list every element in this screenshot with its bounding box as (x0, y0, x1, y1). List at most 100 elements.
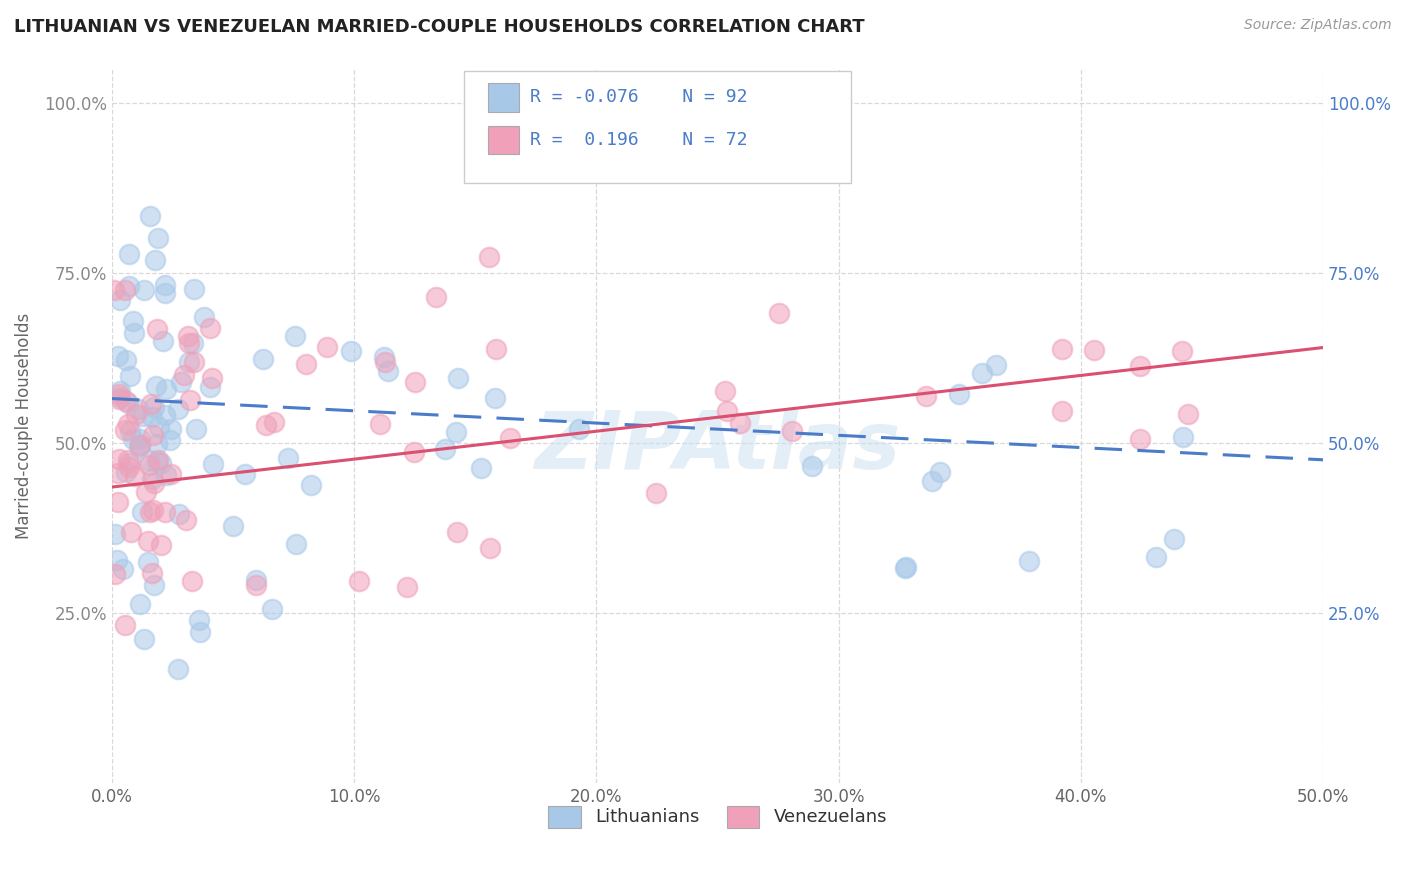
Point (193, 310, 215, 324)
Point (132, 283, 155, 297)
Point (1129, 432, 1152, 446)
Point (716, 403, 738, 417)
Point (260, 602, 283, 616)
Point (114, 283, 136, 297)
Point (118, 246, 141, 260)
Point (155, 382, 177, 396)
Point (478, 250, 501, 264)
Point (402, 445, 425, 459)
Point (122, 433, 145, 447)
Point (187, 613, 209, 627)
Point (153, 277, 176, 292)
Point (129, 438, 152, 452)
Point (893, 561, 915, 575)
Point (142, 502, 165, 516)
Point (142, 475, 165, 490)
Point (484, 392, 506, 406)
Point (894, 559, 917, 574)
Point (1050, 342, 1073, 356)
Point (118, 460, 141, 475)
Point (148, 420, 170, 434)
Point (374, 354, 396, 368)
Point (139, 505, 162, 519)
Point (948, 387, 970, 401)
Point (263, 415, 285, 429)
Point (107, 466, 129, 480)
Point (478, 541, 501, 555)
Point (768, 306, 790, 320)
Point (125, 407, 148, 421)
Point (120, 425, 142, 439)
Point (132, 409, 155, 423)
Point (173, 368, 195, 382)
Point (149, 538, 172, 552)
Point (1163, 532, 1185, 546)
Point (143, 578, 166, 592)
Point (176, 329, 198, 343)
Point (138, 533, 160, 548)
Point (167, 508, 190, 522)
Point (142, 428, 165, 442)
Point (115, 465, 138, 479)
Point (115, 352, 138, 367)
Point (373, 350, 395, 364)
Point (122, 326, 145, 340)
Point (181, 574, 204, 588)
Point (118, 279, 141, 293)
Point (233, 467, 256, 482)
Point (117, 453, 139, 467)
Point (104, 527, 127, 541)
Point (201, 457, 224, 471)
Point (299, 477, 322, 491)
Point (256, 417, 278, 432)
Point (129, 597, 152, 611)
Point (444, 425, 467, 439)
Point (146, 231, 169, 245)
Point (498, 431, 520, 445)
Point (114, 423, 136, 437)
Point (377, 364, 399, 378)
Point (145, 455, 167, 469)
Point (188, 624, 211, 639)
Point (145, 322, 167, 336)
Point (146, 437, 169, 451)
Point (139, 397, 162, 411)
Point (425, 290, 447, 304)
Point (728, 416, 751, 430)
Point (120, 524, 142, 539)
Point (485, 343, 508, 357)
Point (177, 335, 200, 350)
Point (138, 209, 160, 223)
Point (801, 458, 824, 473)
Point (446, 525, 468, 540)
Point (117, 395, 139, 409)
Point (714, 384, 737, 399)
Point (114, 393, 136, 408)
Point (174, 512, 197, 526)
Point (103, 566, 125, 581)
Point (138, 458, 160, 472)
Point (159, 422, 181, 436)
Point (179, 393, 201, 408)
Point (221, 519, 243, 533)
Text: R = -0.076    N = 92: R = -0.076 N = 92 (530, 88, 748, 106)
Point (166, 402, 188, 417)
Point (1129, 359, 1152, 373)
Point (277, 451, 299, 466)
Point (143, 253, 166, 268)
Point (155, 408, 177, 422)
Point (1173, 430, 1195, 444)
Point (160, 467, 183, 481)
Point (447, 371, 470, 385)
Point (142, 400, 165, 414)
Point (285, 536, 308, 550)
Point (149, 456, 172, 470)
Point (148, 452, 170, 467)
Point (183, 282, 205, 296)
Point (127, 401, 149, 416)
Point (107, 387, 129, 401)
Point (112, 562, 135, 576)
Text: R =  0.196    N = 72: R = 0.196 N = 72 (530, 131, 748, 149)
Point (107, 494, 129, 508)
Point (136, 555, 159, 569)
